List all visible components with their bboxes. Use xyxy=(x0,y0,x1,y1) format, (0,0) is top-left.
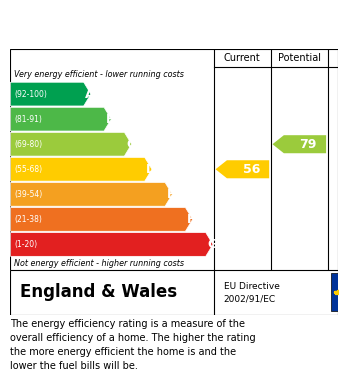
Text: Potential: Potential xyxy=(278,53,321,63)
Text: 79: 79 xyxy=(300,138,317,151)
Text: (81-91): (81-91) xyxy=(14,115,42,124)
Text: Not energy efficient - higher running costs: Not energy efficient - higher running co… xyxy=(14,259,184,268)
Text: B: B xyxy=(106,113,115,126)
Polygon shape xyxy=(10,208,193,231)
Polygon shape xyxy=(10,107,111,131)
Text: 56: 56 xyxy=(243,163,260,176)
Text: F: F xyxy=(187,213,196,226)
Text: (39-54): (39-54) xyxy=(14,190,42,199)
Text: E: E xyxy=(167,188,175,201)
Text: England & Wales: England & Wales xyxy=(20,283,177,301)
Text: (1-20): (1-20) xyxy=(14,240,38,249)
Text: Energy Efficiency Rating: Energy Efficiency Rating xyxy=(24,17,244,32)
Bar xyxy=(331,273,348,311)
Polygon shape xyxy=(215,160,269,178)
Polygon shape xyxy=(10,132,132,156)
Text: A: A xyxy=(85,88,95,100)
Polygon shape xyxy=(10,233,213,256)
Text: (92-100): (92-100) xyxy=(14,90,47,99)
Text: EU Directive: EU Directive xyxy=(224,282,279,291)
Polygon shape xyxy=(10,158,152,181)
Text: The energy efficiency rating is a measure of the
overall efficiency of a home. T: The energy efficiency rating is a measur… xyxy=(10,319,256,371)
Text: Very energy efficient - lower running costs: Very energy efficient - lower running co… xyxy=(14,70,184,79)
Text: C: C xyxy=(126,138,135,151)
Text: Current: Current xyxy=(224,53,261,63)
Polygon shape xyxy=(10,183,172,206)
Text: G: G xyxy=(207,238,218,251)
Polygon shape xyxy=(10,82,91,106)
Text: D: D xyxy=(147,163,157,176)
Text: (69-80): (69-80) xyxy=(14,140,42,149)
Text: (55-68): (55-68) xyxy=(14,165,42,174)
Polygon shape xyxy=(272,135,326,153)
Text: 2002/91/EC: 2002/91/EC xyxy=(224,294,276,303)
Text: (21-38): (21-38) xyxy=(14,215,42,224)
